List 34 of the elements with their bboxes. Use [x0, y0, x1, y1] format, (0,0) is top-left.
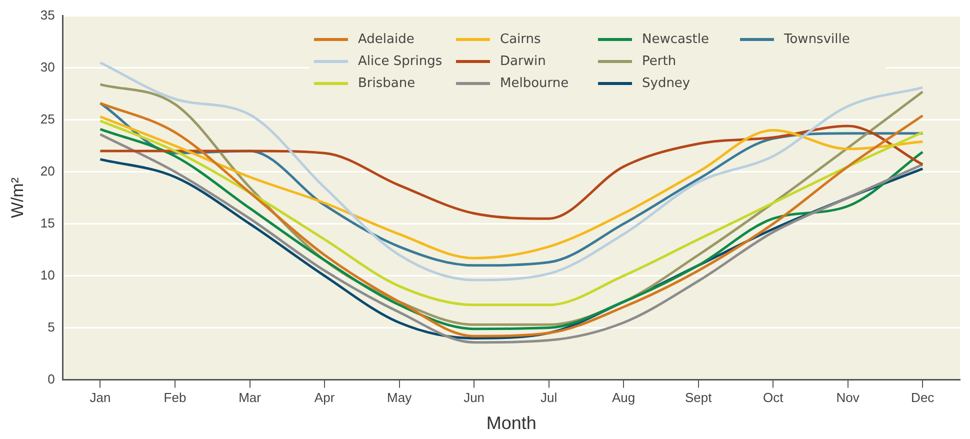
- legend-label: Melbourne: [500, 76, 569, 90]
- x-tick-label: May: [387, 390, 412, 406]
- x-tick-label: Dec: [911, 390, 935, 406]
- x-axis-title: Month: [486, 413, 536, 434]
- x-tick-label: Aug: [612, 390, 636, 406]
- y-tick-label: 30: [40, 59, 55, 74]
- y-tick-label: 35: [40, 7, 55, 22]
- legend-label: Sydney: [642, 76, 690, 90]
- x-tick-label: Feb: [164, 390, 186, 406]
- y-tick-label: 15: [40, 215, 55, 230]
- y-tick-label: 10: [40, 267, 55, 282]
- legend-label: Brisbane: [358, 76, 416, 90]
- x-tick-label: Apr: [314, 390, 336, 406]
- y-tick-label: 0: [48, 371, 55, 386]
- x-tick-label: Oct: [762, 390, 784, 406]
- y-tick-label: 5: [48, 319, 55, 334]
- x-tick-label: Nov: [836, 390, 860, 406]
- y-tick-label: 25: [40, 111, 55, 126]
- legend-label: Newcastle: [642, 32, 709, 46]
- line-series: [98, 120, 924, 306]
- x-tick-label: Sept: [684, 390, 712, 406]
- y-axis-title: W/m²: [8, 177, 27, 218]
- legend-label: Alice Springs: [358, 54, 442, 68]
- x-tick-label: Mar: [238, 390, 262, 406]
- legend-label: Townsville: [784, 32, 850, 46]
- legend-label: Perth: [642, 54, 676, 68]
- legend-label: Darwin: [500, 54, 546, 68]
- legend-label: Adelaide: [358, 32, 414, 46]
- x-tick-label: Jul: [540, 390, 558, 406]
- y-tick-label: 20: [40, 163, 55, 178]
- x-tick-label: Jun: [464, 390, 485, 406]
- x-tick-label: Jan: [90, 390, 111, 406]
- line-series: [98, 124, 924, 220]
- legend-label: Cairns: [500, 32, 541, 46]
